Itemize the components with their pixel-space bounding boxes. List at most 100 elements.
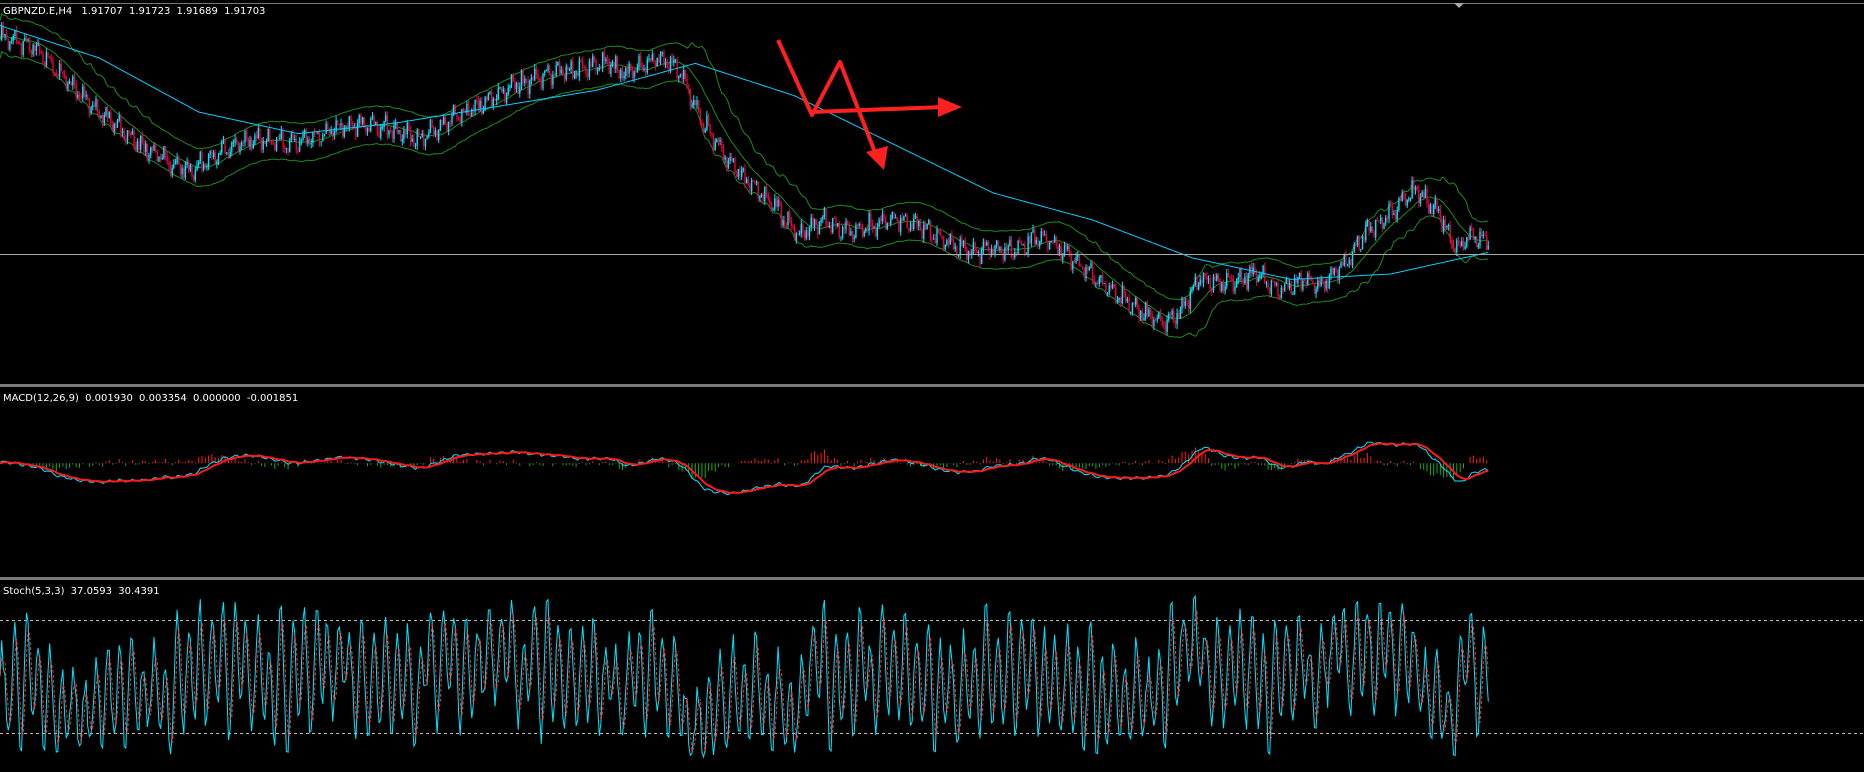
candle-bear xyxy=(969,251,971,255)
candle-bull xyxy=(679,74,682,76)
candle-bull xyxy=(24,37,26,42)
candle-bull xyxy=(633,71,635,78)
candle-bull xyxy=(1176,313,1178,325)
candle-bull xyxy=(1181,297,1183,309)
candle-bull xyxy=(199,151,201,162)
candle-bear xyxy=(580,59,582,61)
candle-bear xyxy=(308,139,311,144)
macd-value-zero: 0.000000 xyxy=(193,393,241,404)
panel-separator-macd[interactable] xyxy=(0,384,1864,387)
candle-bear xyxy=(792,225,794,228)
horizontal-arrow-annotation[interactable] xyxy=(811,105,945,114)
candle-bull xyxy=(845,221,847,230)
candle-bull xyxy=(1257,277,1259,283)
candle-bear xyxy=(1484,234,1486,236)
candle-bear xyxy=(1019,240,1021,242)
candle-bear xyxy=(1378,220,1380,221)
candle-bull xyxy=(267,128,269,142)
candle-bear xyxy=(916,216,918,227)
candle-bull xyxy=(1184,301,1186,306)
stoch-panel[interactable] xyxy=(0,594,1864,759)
candle-bear xyxy=(780,205,783,226)
candle-bull xyxy=(1121,285,1124,304)
candle-bull xyxy=(416,129,418,146)
candle-bull xyxy=(1333,267,1335,275)
candle-bull xyxy=(805,230,807,239)
candle-bear xyxy=(1264,265,1266,284)
candle-bear xyxy=(328,129,331,134)
candle-bull xyxy=(428,133,430,137)
candle-bear xyxy=(297,150,299,152)
candle-bear xyxy=(803,233,806,239)
candle-bull xyxy=(1103,283,1105,284)
candle-bear xyxy=(577,73,579,77)
candle-bull xyxy=(1108,285,1110,294)
candle-bear xyxy=(1485,235,1488,250)
candle-bull xyxy=(1030,232,1033,244)
candle-bull xyxy=(962,240,965,246)
candle-bull xyxy=(706,115,708,130)
candle-bear xyxy=(462,109,465,111)
candle-bull xyxy=(126,130,129,142)
candle-bear xyxy=(337,120,339,124)
candle-bear xyxy=(583,66,586,68)
candle-bull xyxy=(651,54,653,61)
candle-bear xyxy=(1052,241,1054,242)
candle-bull xyxy=(171,168,173,176)
candle-bull xyxy=(719,140,721,142)
candle-bull xyxy=(1366,220,1369,225)
candle-bear xyxy=(467,103,470,113)
candle-bull xyxy=(434,130,437,135)
candle-bear xyxy=(1105,283,1107,294)
macd-panel[interactable] xyxy=(0,441,1489,496)
candle-bear xyxy=(525,78,528,81)
candle-bear xyxy=(1300,273,1302,290)
chart-shift-marker[interactable] xyxy=(1454,3,1464,8)
candle-bull xyxy=(855,224,857,239)
price-panel[interactable] xyxy=(0,12,1864,339)
candle-bear xyxy=(919,221,922,231)
candle-bear xyxy=(1386,218,1388,220)
candle-bear xyxy=(1373,231,1375,237)
candle-bear xyxy=(860,224,862,226)
drawn-annotations[interactable] xyxy=(776,39,962,170)
candle-bull xyxy=(977,252,980,253)
stoch-caption: Stoch(5,3,3) 37.0593 30.4391 xyxy=(3,586,160,597)
candle-bear xyxy=(477,100,480,109)
candle-bull xyxy=(598,67,600,71)
candle-bear xyxy=(861,225,864,236)
candle-bull xyxy=(22,41,24,55)
candle-bear xyxy=(640,55,642,67)
candle-bull xyxy=(1244,276,1246,284)
candle-bull xyxy=(509,85,511,88)
candle-bear xyxy=(747,179,749,185)
candle-bear xyxy=(535,68,538,74)
candle-bear xyxy=(911,223,913,229)
candle-bull xyxy=(1237,277,1239,280)
candle-bull xyxy=(782,220,784,226)
candle-bear xyxy=(567,66,569,71)
candle-bear xyxy=(885,219,887,229)
candle-bull xyxy=(764,187,766,202)
candle-bear xyxy=(1045,234,1047,241)
candle-bear xyxy=(418,129,420,138)
candle-bear xyxy=(1418,189,1420,204)
candle-bull xyxy=(515,82,518,90)
candle-bear xyxy=(793,227,796,241)
candle-bear xyxy=(7,38,9,50)
candle-bear xyxy=(548,65,551,76)
candle-bear xyxy=(1279,295,1281,299)
candle-bear xyxy=(974,242,976,252)
candle-bull xyxy=(471,109,473,116)
candle-bear xyxy=(188,162,190,171)
candle-bull xyxy=(9,41,11,50)
candle-bear xyxy=(754,181,756,184)
candle-bull xyxy=(1456,240,1458,252)
candle-bear xyxy=(1002,252,1004,261)
candle-bear xyxy=(342,123,344,137)
panel-separator-stoch[interactable] xyxy=(0,577,1864,580)
candle-bull xyxy=(303,130,306,134)
candle-bull xyxy=(380,127,382,138)
candle-bull xyxy=(986,242,988,245)
